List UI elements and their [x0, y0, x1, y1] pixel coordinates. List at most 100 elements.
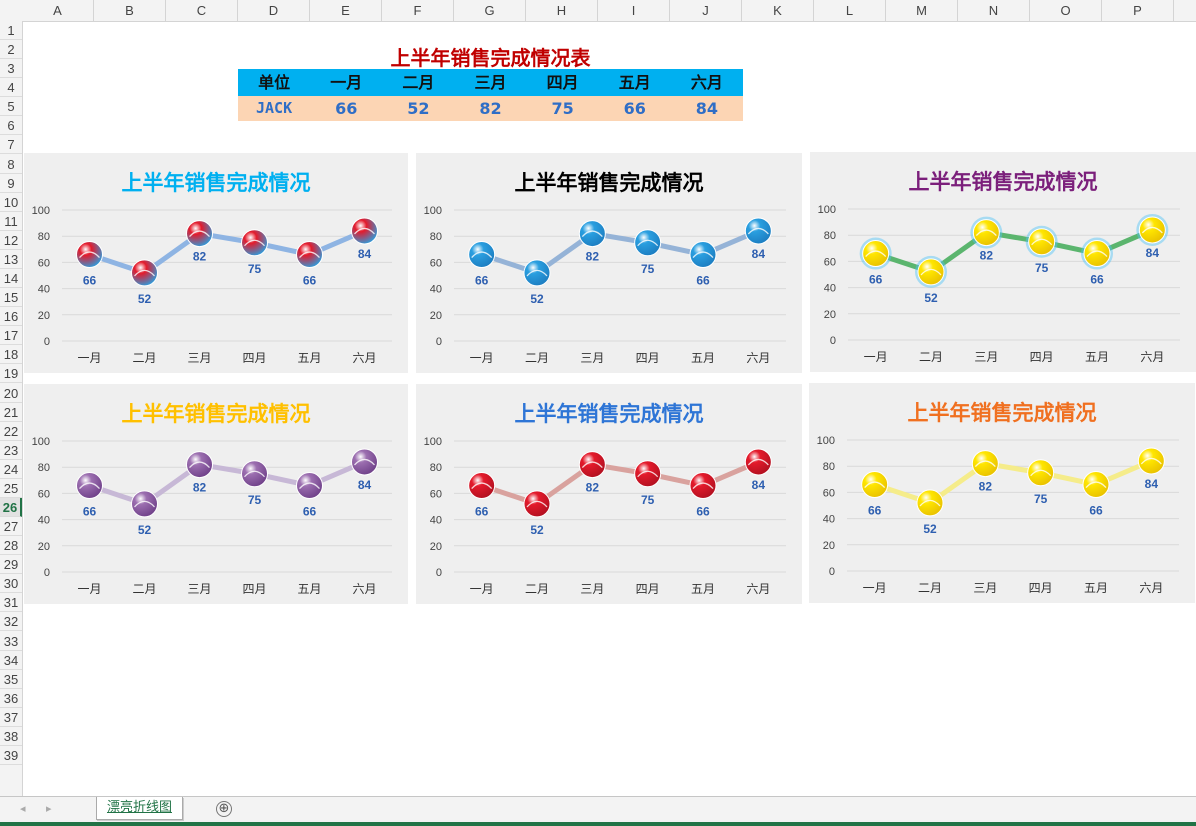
row-header-7[interactable]: 7: [0, 135, 22, 155]
row-header-28[interactable]: 28: [0, 536, 22, 556]
table-cell[interactable]: 82: [479, 99, 502, 118]
row-header-8[interactable]: 8: [0, 155, 22, 174]
row-header-13[interactable]: 13: [0, 250, 22, 269]
row-header-25[interactable]: 25: [0, 479, 22, 498]
table-cell[interactable]: 75: [551, 99, 574, 118]
row-header-30[interactable]: 30: [0, 574, 22, 594]
row-header-29[interactable]: 29: [0, 555, 22, 575]
row-header-31[interactable]: 31: [0, 593, 22, 613]
row-header-35[interactable]: 35: [0, 670, 22, 689]
column-header-o[interactable]: O: [1030, 0, 1102, 21]
row-header-3[interactable]: 3: [0, 59, 22, 79]
x-tick-label: 三月: [580, 351, 604, 365]
point-swirl: [637, 239, 659, 247]
row-header-32[interactable]: 32: [0, 612, 22, 632]
line-chart-5[interactable]: 上半年销售完成情况 0 20 40 60 80 100 一月 二月 三月 四月 五月 六月 66 52 82…: [416, 384, 802, 604]
y-tick-label: 20: [823, 540, 835, 552]
point-swirl: [471, 482, 493, 489]
row-header-6[interactable]: 6: [0, 116, 22, 136]
row-header-16[interactable]: 16: [0, 307, 22, 327]
y-tick-label: 0: [829, 566, 835, 578]
row-header-1[interactable]: 1: [0, 21, 22, 40]
column-header-a[interactable]: A: [22, 0, 94, 21]
row-header-14[interactable]: 14: [0, 269, 22, 289]
y-tick-label: 20: [38, 310, 50, 322]
table-cell[interactable]: 52: [407, 99, 430, 118]
scroll-right-arrow-icon[interactable]: ▸: [46, 802, 52, 815]
column-header-i[interactable]: I: [598, 0, 670, 21]
table-header-cell[interactable]: 四月: [546, 73, 579, 92]
column-header-j[interactable]: J: [670, 0, 742, 21]
line-chart-2[interactable]: 上半年销售完成情况 0 20 40 60 80 100 一月 二月 三月 四月 五月 六月 66 52 82…: [416, 153, 802, 373]
column-header-m[interactable]: M: [886, 0, 958, 21]
row-header-17[interactable]: 17: [0, 326, 22, 346]
table-cell[interactable]: 66: [335, 99, 358, 118]
row-header-36[interactable]: 36: [0, 689, 22, 708]
row-header-21[interactable]: 21: [0, 403, 22, 422]
table-header-cell[interactable]: 五月: [618, 73, 651, 92]
row-header-19[interactable]: 19: [0, 364, 22, 384]
column-header-g[interactable]: G: [454, 0, 526, 21]
table-header-cell[interactable]: 二月: [402, 73, 435, 92]
row-header-20[interactable]: 20: [0, 384, 22, 403]
row-header-37[interactable]: 37: [0, 708, 22, 727]
row-header-27[interactable]: 27: [0, 517, 22, 537]
x-tick-label: 四月: [242, 351, 266, 365]
row-header-15[interactable]: 15: [0, 288, 22, 308]
row-header-24[interactable]: 24: [0, 460, 22, 479]
y-tick-label: 0: [44, 567, 50, 579]
line-chart-6[interactable]: 上半年销售完成情况 0 20 40 60 80 100 一月 二月 三月 四月 五月 六月 66 52 82…: [809, 383, 1195, 603]
data-point: [971, 450, 999, 478]
row-header-12[interactable]: 12: [0, 231, 22, 250]
line-chart-1[interactable]: 上半年销售完成情况 0 20 40 60 80 100 一月 二月 三月 四月 五月 六月 66 52 82…: [24, 153, 408, 373]
column-header-e[interactable]: E: [310, 0, 382, 21]
x-tick-label: 五月: [1085, 350, 1109, 364]
table-header-cell[interactable]: 单位: [258, 73, 291, 92]
table-header-cell[interactable]: 六月: [690, 73, 723, 92]
row-header-9[interactable]: 9: [0, 174, 22, 193]
table-header-cell[interactable]: 一月: [330, 73, 363, 92]
add-sheet-icon[interactable]: ⊕: [216, 801, 232, 817]
column-header-p[interactable]: P: [1102, 0, 1174, 21]
column-header-n[interactable]: N: [958, 0, 1030, 21]
row-header-34[interactable]: 34: [0, 651, 22, 670]
column-header-h[interactable]: H: [526, 0, 598, 21]
x-tick-label: 四月: [242, 582, 266, 596]
scroll-left-arrow-icon[interactable]: ◂: [20, 802, 26, 815]
column-header-l[interactable]: L: [814, 0, 886, 21]
row-header-22[interactable]: 22: [0, 422, 22, 441]
point-swirl: [79, 251, 100, 258]
line-chart-4[interactable]: 上半年销售完成情况 0 20 40 60 80 100 一月 二月 三月 四月 五月 六月 66 52 82…: [24, 384, 408, 604]
data-point: [131, 259, 158, 287]
data-label: 75: [1034, 492, 1048, 506]
table-cell-name[interactable]: JACK: [256, 99, 293, 117]
column-header-b[interactable]: B: [94, 0, 166, 21]
data-point: [634, 460, 662, 488]
point-swirl: [1031, 238, 1053, 246]
table-cell[interactable]: 66: [623, 99, 646, 118]
y-tick-label: 60: [430, 488, 442, 500]
row-header-5[interactable]: 5: [0, 97, 22, 117]
row-header-38[interactable]: 38: [0, 727, 22, 746]
row-header-10[interactable]: 10: [0, 193, 22, 212]
row-header-2[interactable]: 2: [0, 40, 22, 60]
line-chart-3[interactable]: 上半年销售完成情况 0 20 40 60 80 100 一月 二月 三月 四月 五月 六月 66 52 82…: [810, 152, 1196, 372]
row-header-4[interactable]: 4: [0, 78, 22, 98]
table-cell[interactable]: 84: [695, 99, 719, 118]
data-point: [296, 241, 323, 269]
x-tick-label: 五月: [1084, 581, 1108, 595]
sheet-tab[interactable]: 漂亮折线图: [96, 797, 183, 820]
row-header-39[interactable]: 39: [0, 746, 22, 766]
table-header-cell[interactable]: 三月: [474, 73, 507, 92]
data-point: [972, 219, 1000, 247]
column-header-c[interactable]: C: [166, 0, 238, 21]
row-header-18[interactable]: 18: [0, 345, 22, 365]
row-header-26[interactable]: 26: [0, 498, 22, 517]
data-label: 82: [193, 250, 207, 264]
column-header-d[interactable]: D: [238, 0, 310, 21]
row-header-23[interactable]: 23: [0, 441, 22, 460]
column-header-f[interactable]: F: [382, 0, 454, 21]
row-header-11[interactable]: 11: [0, 212, 22, 231]
column-header-k[interactable]: K: [742, 0, 814, 21]
row-header-33[interactable]: 33: [0, 632, 22, 651]
